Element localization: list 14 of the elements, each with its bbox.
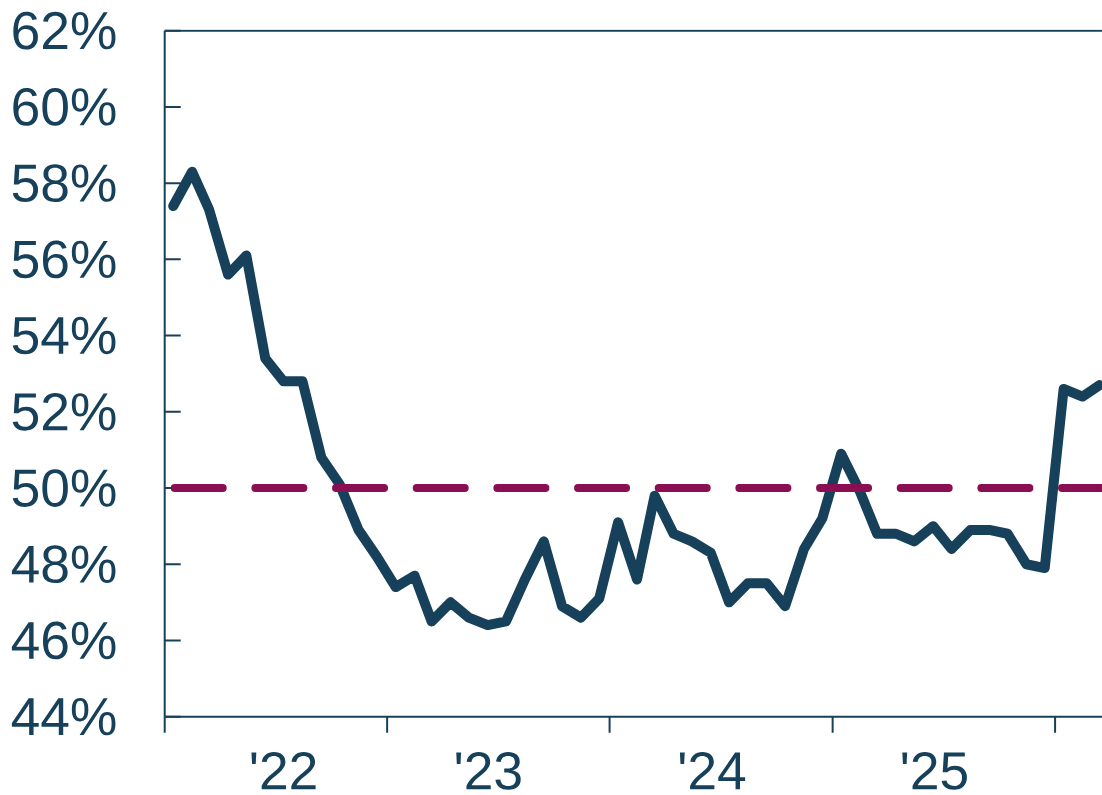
y-tick-label: 58% (12, 164, 116, 203)
y-tick-label: 50% (12, 469, 116, 507)
y-tick-label: 62% (13, 11, 116, 50)
y-tick-label: 54% (12, 316, 116, 355)
y-tick-label: 56% (12, 240, 116, 279)
x-tick-label: '25 (902, 752, 967, 790)
x-tick-label: '22 (251, 752, 316, 790)
x-tick-label: '24 (679, 752, 746, 790)
y-tick-label: 48% (11, 545, 116, 584)
y-tick-label: 52% (12, 392, 116, 431)
y-tick-label: 60% (13, 88, 116, 126)
x-tick-label: '23 (456, 752, 521, 790)
y-tick-label: 44% (11, 698, 116, 736)
y-tick-label: 46% (11, 621, 116, 660)
